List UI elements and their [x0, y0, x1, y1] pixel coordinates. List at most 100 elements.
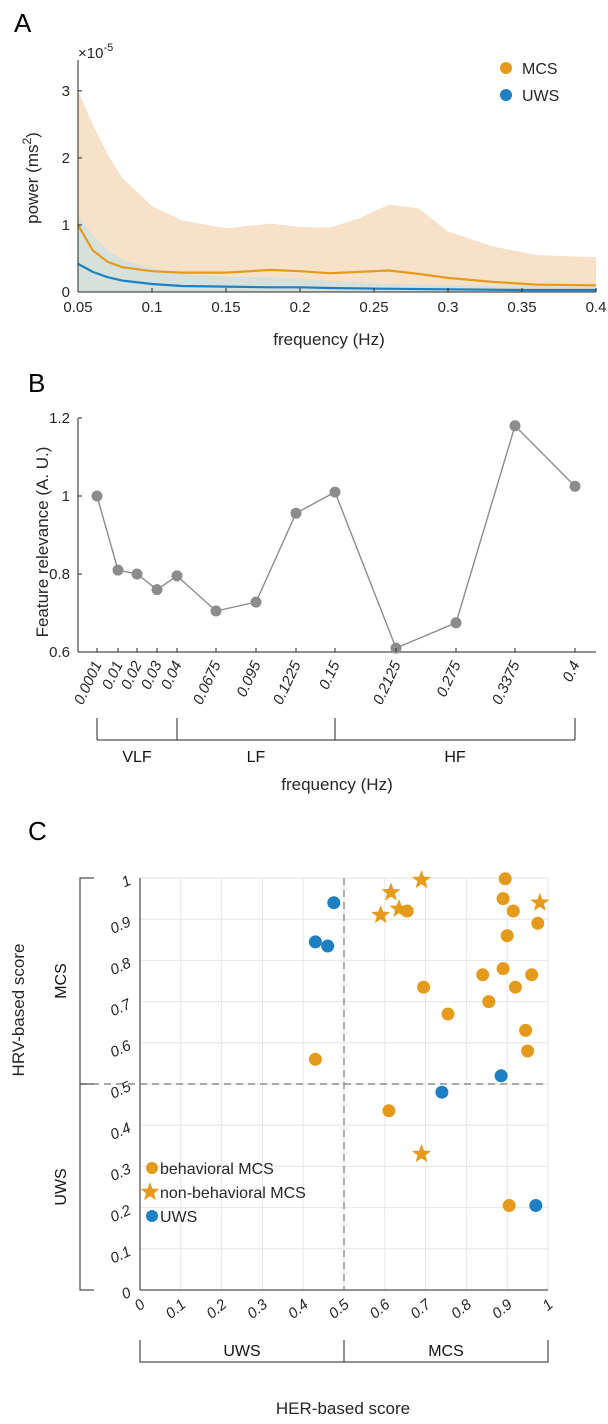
panel-b-xlabel: frequency (Hz) — [281, 775, 392, 794]
relevance-point — [171, 570, 183, 582]
panel-c: C 00.10.20.30.40.50.60.70.80.910 0.1 0.2 0.… — [9, 816, 557, 1418]
point-behavioral-mcs — [496, 962, 510, 976]
point-behavioral-mcs — [308, 1052, 322, 1066]
panel-b-x-tick-label: 0.275 — [433, 658, 465, 700]
point-behavioral-mcs — [500, 929, 514, 943]
band-label-hf: HF — [444, 749, 466, 766]
point-uws — [494, 1069, 508, 1083]
point-behavioral-mcs — [531, 916, 545, 930]
panel-c-y-tick-label: 0.2 — [108, 1202, 135, 1226]
relevance-point — [569, 480, 581, 492]
legend-marker-behavioral-mcs — [146, 1162, 158, 1174]
panel-a-x-tick-label: 0.1 — [142, 299, 163, 316]
panel-b-x-tick-label: 0.3375 — [489, 658, 524, 707]
panel-b-y-tick-label: 1 — [62, 488, 70, 505]
panel-b-x-tick-label: 0.1225 — [270, 658, 305, 707]
panel-c-x-tick-label: 0.1 — [162, 1296, 189, 1322]
panel-b-x-tick-label: 0.4 — [559, 659, 583, 685]
panel-a-ylabel-tail: ) — [23, 132, 42, 138]
band-label-lf: LF — [247, 749, 266, 766]
panel-c-y-tick-label: 0.3 — [108, 1160, 135, 1184]
point-behavioral-mcs — [441, 1007, 455, 1021]
panel-c-y-tick-label: 0.1 — [108, 1243, 134, 1267]
relevance-point — [210, 605, 222, 617]
panel-a-ylabel-main: power (ms — [23, 145, 42, 224]
panel-a-x-tick-label: 0.35 — [507, 299, 536, 316]
point-behavioral-mcs — [521, 1044, 535, 1058]
relevance-point — [329, 486, 341, 498]
panel-b-x-tick-label: 0.095 — [233, 658, 265, 700]
panel-c-xlabel: HER-based score — [276, 1399, 410, 1418]
panel-c-y-tick-label: 0.6 — [108, 1037, 135, 1061]
panel-c-x-tick-label: 0.4 — [285, 1296, 312, 1322]
panel-a-x-tick-label: 0.15 — [211, 299, 240, 316]
panel-a-ylabel: power (ms2) — [20, 132, 42, 224]
panel-c-x-tick-label: 0.6 — [366, 1296, 393, 1323]
panel-b-x-tick-label: 0.2125 — [370, 658, 405, 707]
relevance-point — [509, 420, 521, 432]
legend-marker-uws — [500, 89, 512, 101]
panel-c-groups: MCS UWS UWS MCS — [53, 877, 549, 1363]
panel-a-x-tick-label: 0.05 — [63, 299, 92, 316]
panel-a-y-tick-label: 2 — [62, 150, 70, 167]
panel-a-lines — [77, 224, 597, 292]
relevance-point — [151, 584, 163, 596]
relevance-line — [96, 424, 576, 650]
legend-marker-uws-c — [146, 1210, 158, 1222]
panel-b-x-tick-label: 0.0675 — [190, 658, 225, 707]
y-exponent: ×10-5 — [78, 42, 113, 62]
panel-a-legend: MCS UWS — [500, 61, 559, 105]
point-behavioral-mcs — [382, 1104, 396, 1118]
panel-a-ylabel-sup: 2 — [20, 138, 34, 145]
band-uws — [78, 216, 596, 292]
point-behavioral-mcs — [498, 872, 512, 886]
panel-b-ylabel: Feature relevance (A. U.) — [33, 447, 52, 638]
y-group-label-mcs: MCS — [53, 963, 70, 999]
panel-a-y-tick-label: 0 — [62, 284, 70, 301]
legend-marker-non-behavioral-mcs — [140, 1182, 160, 1201]
point-behavioral-mcs — [506, 904, 520, 918]
relevance-point — [250, 596, 262, 608]
point-uws — [308, 935, 322, 949]
panel-c-x-tick-label: 1 — [539, 1296, 556, 1314]
panel-b-x-tick-label: 0.15 — [316, 658, 344, 692]
panel-a-axes: 0.05 0.1 0.15 0.2 0.25 0.3 0.35 0.4 0 1 2 3 — [62, 60, 606, 316]
point-non-behavioral-mcs — [412, 1144, 432, 1163]
relevance-point — [112, 564, 124, 576]
point-non-behavioral-mcs — [412, 870, 432, 889]
relevance-point — [91, 490, 103, 502]
panel-b-y-tick-label: 1.2 — [49, 410, 70, 427]
mean-line-uws — [77, 262, 596, 292]
panel-c-ylabel: HRV-based score — [9, 944, 28, 1077]
legend-label-non-behavioral-mcs: non-behavioral MCS — [160, 1185, 306, 1202]
point-behavioral-mcs — [417, 980, 431, 994]
panel-a-x-tick-label: 0.3 — [438, 299, 459, 316]
relevance-point — [450, 617, 462, 629]
point-uws — [529, 1199, 543, 1212]
relevance-point — [131, 568, 143, 580]
panel-letter-b: B — [28, 368, 45, 398]
legend-label-mcs: MCS — [522, 61, 558, 78]
point-non-behavioral-mcs — [381, 882, 401, 901]
point-uws — [321, 939, 335, 953]
point-uws — [327, 896, 341, 910]
panel-c-y-tick-label: 0.7 — [108, 996, 135, 1020]
y-exponent-power: -5 — [103, 42, 113, 54]
point-behavioral-mcs — [476, 968, 490, 982]
y-group-label-uws: UWS — [53, 1168, 70, 1205]
panel-b-axes: 0.6 0.8 1 1.2 — [49, 410, 596, 661]
panel-a-xlabel: frequency (Hz) — [273, 330, 384, 349]
panel-b-bands: VLF LF HF — [96, 718, 576, 766]
point-behavioral-mcs — [502, 1199, 516, 1212]
panel-c-y-tick-label: 0.4 — [108, 1119, 134, 1143]
panel-c-legend: behavioral MCS non-behavioral MCS UWS — [140, 1161, 306, 1226]
legend-marker-mcs — [500, 62, 512, 74]
x-group-label-mcs: MCS — [428, 1343, 464, 1360]
panel-c-x-tick-label: 0.5 — [326, 1296, 353, 1323]
panel-letter-a: A — [14, 8, 32, 38]
point-non-behavioral-mcs — [530, 892, 550, 911]
legend-label-uws: UWS — [522, 88, 559, 105]
panel-c-y-tick-label: 0.9 — [108, 913, 135, 937]
panel-c-points — [308, 870, 550, 1212]
